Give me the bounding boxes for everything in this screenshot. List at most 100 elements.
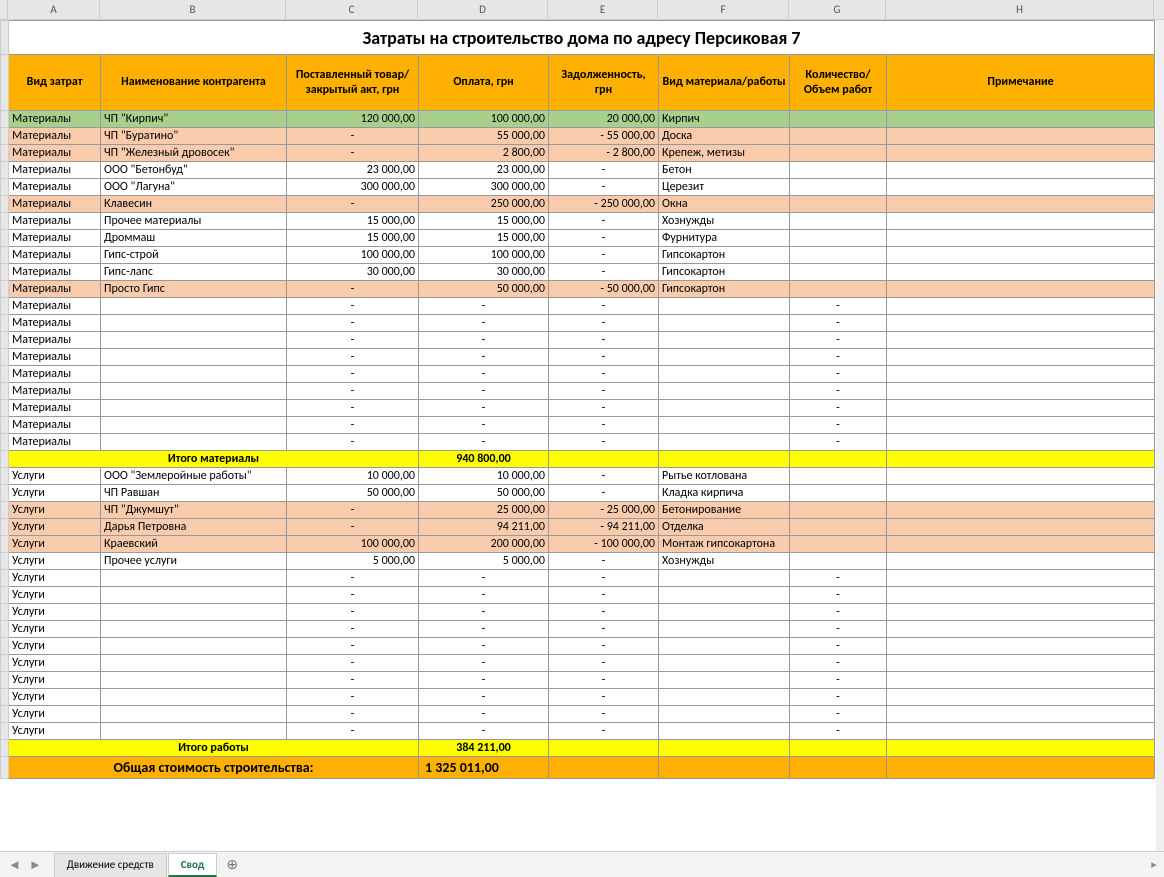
cell[interactable]: Отделка [659,519,790,536]
table-row[interactable]: Материалы---- [1,349,1155,366]
cell[interactable] [659,434,790,451]
cell[interactable]: Материалы [9,434,101,451]
cell[interactable] [887,672,1155,689]
cell[interactable]: Материалы [9,247,101,264]
table-row[interactable]: УслугиКраевский100 000,00200 000,00- 100… [1,536,1155,553]
cell[interactable]: Услуги [9,621,101,638]
cell[interactable]: Услуги [9,536,101,553]
cell[interactable]: Гипс-строй [101,247,287,264]
table-row[interactable]: МатериалыЧП "Железный дровосек"-2 800,00… [1,145,1155,162]
cell[interactable] [101,706,287,723]
cell[interactable] [887,468,1155,485]
cell[interactable]: - [549,247,659,264]
cell[interactable]: Материалы [9,111,101,128]
corner-cell[interactable] [0,0,8,19]
table-row[interactable]: Услуги---- [1,587,1155,604]
cell[interactable]: - [549,604,659,621]
cell[interactable]: - [287,502,419,519]
cell[interactable]: - [790,655,887,672]
cell[interactable] [790,145,887,162]
cell[interactable]: 200 000,00 [419,536,549,553]
cell[interactable]: - [549,298,659,315]
cell[interactable]: - [549,383,659,400]
cell[interactable]: Рытье котлована [659,468,790,485]
cell[interactable]: - [287,298,419,315]
cell[interactable]: - [287,332,419,349]
table-row[interactable]: МатериалыООО "Лагуна"300 000,00300 000,0… [1,179,1155,196]
cell[interactable]: - [790,570,887,587]
table-row[interactable]: Услуги---- [1,638,1155,655]
cell[interactable] [790,179,887,196]
cell[interactable] [887,179,1155,196]
cell[interactable]: ООО "Землеройные работы" [101,468,287,485]
table-row[interactable]: Материалы---- [1,400,1155,417]
cell[interactable]: Услуги [9,655,101,672]
cell[interactable]: - [549,485,659,502]
table-row[interactable]: Услуги---- [1,689,1155,706]
table-row[interactable]: УслугиЧП Равшан50 000,0050 000,00-Кладка… [1,485,1155,502]
table-row[interactable]: МатериалыЧП "Кирпич"120 000,00100 000,00… [1,111,1155,128]
cell[interactable]: ЧП "Джумшут" [101,502,287,519]
cell[interactable]: Услуги [9,723,101,740]
cell[interactable]: - [419,332,549,349]
cell[interactable] [659,298,790,315]
cell[interactable]: Материалы [9,383,101,400]
cell[interactable]: 5 000,00 [419,553,549,570]
table-row[interactable]: Материалы---- [1,434,1155,451]
cell[interactable]: - [549,689,659,706]
cell[interactable]: 300 000,00 [419,179,549,196]
cell[interactable]: 100 000,00 [287,247,419,264]
cell[interactable] [101,638,287,655]
table-row[interactable]: Материалы---- [1,366,1155,383]
cell[interactable] [659,315,790,332]
subtotal-value[interactable]: 940 800,00 [419,451,549,468]
cell[interactable]: - [549,264,659,281]
cell[interactable]: 15 000,00 [419,230,549,247]
cell[interactable]: - [549,213,659,230]
cell[interactable]: Просто Гипс [101,281,287,298]
table-row[interactable]: Материалы---- [1,298,1155,315]
cell[interactable]: 30 000,00 [287,264,419,281]
cell[interactable]: - [287,655,419,672]
cell[interactable]: Материалы [9,213,101,230]
materials-subtotal-row[interactable]: Итого материалы940 800,00 [1,451,1155,468]
cell[interactable] [790,281,887,298]
cell[interactable]: Материалы [9,298,101,315]
cell[interactable]: Услуги [9,604,101,621]
cell[interactable] [101,383,287,400]
cell[interactable] [887,162,1155,179]
table-row[interactable]: Услуги---- [1,655,1155,672]
cell[interactable]: Материалы [9,230,101,247]
cell[interactable]: - [549,417,659,434]
cell[interactable] [101,315,287,332]
cell[interactable] [101,655,287,672]
subtotal-label[interactable]: Итого материалы [9,451,419,468]
cell[interactable]: - [287,723,419,740]
cell[interactable]: ЧП "Кирпич" [101,111,287,128]
cell[interactable] [887,655,1155,672]
cell[interactable] [659,672,790,689]
cell[interactable]: - [549,400,659,417]
cell[interactable]: Материалы [9,349,101,366]
cell[interactable]: - [419,723,549,740]
cell[interactable]: 10 000,00 [287,468,419,485]
cell[interactable] [101,604,287,621]
cell[interactable] [887,621,1155,638]
cell[interactable] [790,536,887,553]
cell[interactable]: - [419,672,549,689]
cell[interactable]: 100 000,00 [419,111,549,128]
cell[interactable]: Услуги [9,502,101,519]
cell[interactable]: - [419,655,549,672]
cell[interactable]: - [790,434,887,451]
cell[interactable] [887,434,1155,451]
data-table[interactable]: Затраты на строительство дома по адресу … [0,20,1155,779]
cell[interactable]: - 100 000,00 [549,536,659,553]
table-row[interactable]: МатериалыООО "Бетонбуд"23 000,0023 000,0… [1,162,1155,179]
cell[interactable]: - [419,570,549,587]
spreadsheet-grid[interactable]: Затраты на строительство дома по адресу … [0,20,1164,779]
cell[interactable] [659,587,790,604]
cell[interactable]: Прочее услуги [101,553,287,570]
cell[interactable]: - [549,621,659,638]
cell[interactable]: - [549,723,659,740]
cell[interactable]: 300 000,00 [287,179,419,196]
